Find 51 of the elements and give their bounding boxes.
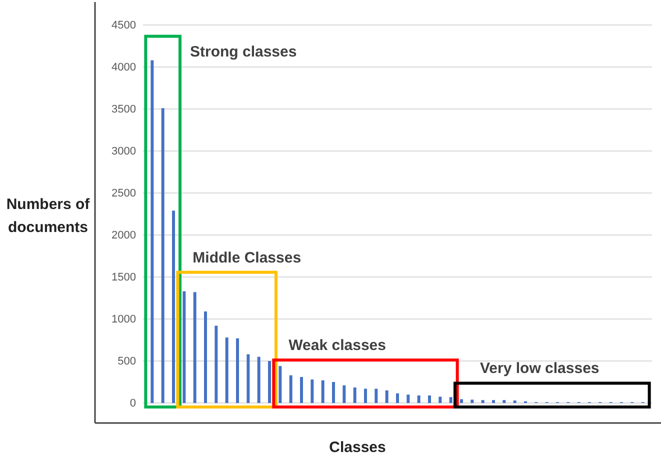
annotation: Very low classes [480, 360, 600, 378]
bar [481, 400, 484, 403]
bar [257, 356, 260, 403]
bar [364, 388, 367, 403]
y-tick-label: 2000 [112, 230, 136, 242]
bar [342, 385, 346, 403]
y-tick-label: 0 [130, 398, 136, 410]
bar [150, 60, 154, 403]
bar [417, 395, 420, 403]
bar [470, 400, 474, 403]
bar [428, 395, 431, 403]
bar [513, 400, 516, 403]
annotation: Weak classes [288, 337, 386, 354]
bar [246, 354, 250, 403]
bar [182, 291, 186, 403]
bar [492, 400, 495, 403]
bar [225, 337, 228, 403]
annotation: Strong classes [190, 43, 297, 60]
bar [385, 390, 388, 403]
bar [310, 379, 314, 403]
bar [502, 400, 506, 403]
x-axis-title: Classes [329, 439, 386, 456]
bar [438, 396, 442, 403]
bar [236, 338, 239, 403]
y-tick-label: 3500 [112, 104, 136, 116]
bar [289, 375, 292, 403]
bar [332, 382, 335, 403]
bar [321, 380, 324, 403]
bar [406, 394, 410, 403]
y-tick-label: 3000 [112, 146, 136, 158]
bar [204, 311, 207, 403]
y-tick-label: 1000 [112, 314, 136, 326]
bar [278, 366, 282, 403]
y-axis-title: Numbers of documents [6, 196, 91, 236]
bar [172, 210, 175, 403]
bar [353, 387, 356, 403]
y-tick-label: 4000 [112, 62, 136, 74]
bar [300, 376, 303, 403]
bar [193, 292, 196, 403]
bar [449, 397, 452, 403]
bar [161, 108, 164, 403]
bar [374, 388, 378, 403]
y-tick-label: 500 [118, 356, 136, 368]
bar [460, 399, 463, 403]
y-tick-label: 2500 [112, 188, 136, 200]
y-tick-label: 1500 [112, 272, 136, 284]
y-tick-label: 4500 [112, 20, 136, 32]
bar [396, 393, 399, 403]
bar [268, 361, 271, 403]
annotation: Middle Classes [192, 249, 302, 266]
bar [214, 326, 218, 403]
